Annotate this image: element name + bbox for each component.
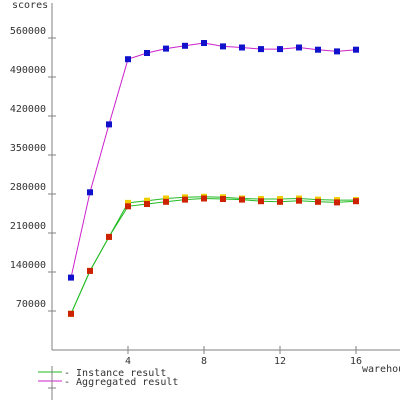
data-point	[239, 196, 245, 203]
series-line-1	[70, 196, 356, 315]
data-point	[353, 46, 359, 53]
data-point	[182, 196, 188, 203]
data-point	[68, 310, 74, 317]
y-tick-label: 420000	[10, 104, 46, 115]
data-point	[315, 46, 321, 53]
data-point	[220, 43, 226, 50]
data-point	[239, 44, 245, 51]
data-point	[125, 56, 131, 63]
data-point	[163, 45, 169, 52]
y-tick-label: 280000	[10, 182, 46, 193]
data-point	[334, 48, 340, 55]
data-point	[201, 40, 207, 46]
y-tick-label: 490000	[10, 65, 46, 76]
series-layer	[68, 40, 359, 317]
legend-label: - Aggregated result	[64, 377, 178, 388]
y-tick-label: 350000	[10, 143, 46, 154]
series-line-2	[70, 197, 357, 315]
data-point	[144, 197, 150, 204]
y-axis-title: scores	[12, 0, 48, 11]
y-tick-label: 210000	[10, 221, 46, 232]
data-point	[220, 196, 226, 202]
data-point	[201, 195, 207, 202]
data-point	[353, 198, 359, 205]
y-tick-label: 70000	[16, 299, 46, 310]
x-axis-title: warehouses	[362, 364, 400, 375]
data-point	[296, 44, 302, 51]
x-tick-label: 8	[201, 356, 207, 367]
data-point	[258, 46, 264, 53]
x-tick-label: 4	[125, 356, 131, 367]
legend-label: - Instance result	[64, 368, 166, 379]
data-point	[277, 46, 283, 53]
data-point	[163, 195, 169, 202]
data-point	[125, 203, 131, 210]
x-tick-label: 12	[274, 356, 286, 367]
data-point	[258, 198, 264, 205]
data-point	[87, 267, 93, 274]
data-point	[163, 198, 169, 205]
y-tick-label: 140000	[10, 260, 46, 271]
x-tick-label: 16	[350, 356, 362, 367]
data-point	[144, 50, 150, 56]
data-point	[296, 197, 302, 204]
axes: 70000 140000 210000 280000 350000 420000 49000…	[10, 3, 400, 367]
data-point	[315, 198, 321, 205]
data-point	[334, 199, 340, 206]
data-point	[68, 274, 74, 281]
series-line-0	[70, 42, 357, 278]
data-point	[277, 198, 283, 205]
y-tick-label: 560000	[10, 26, 46, 37]
data-point	[87, 189, 93, 196]
data-point	[106, 233, 112, 240]
data-point	[125, 199, 131, 206]
legend: - Instance result- Aggregated result	[38, 366, 178, 400]
data-point	[106, 121, 112, 128]
data-point	[182, 42, 188, 49]
data-point	[144, 201, 150, 207]
